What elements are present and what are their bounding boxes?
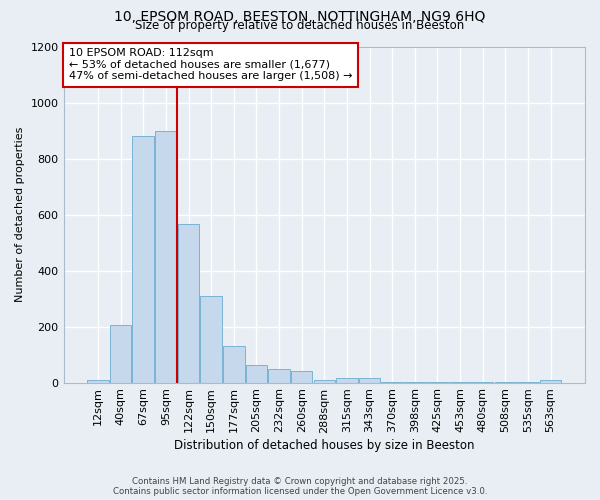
Text: 10, EPSOM ROAD, BEESTON, NOTTINGHAM, NG9 6HQ: 10, EPSOM ROAD, BEESTON, NOTTINGHAM, NG9… <box>115 10 485 24</box>
Bar <box>178 224 199 382</box>
Bar <box>87 380 109 382</box>
Bar <box>314 380 335 382</box>
X-axis label: Distribution of detached houses by size in Beeston: Distribution of detached houses by size … <box>174 440 475 452</box>
Text: 10 EPSOM ROAD: 112sqm
← 53% of detached houses are smaller (1,677)
47% of semi-d: 10 EPSOM ROAD: 112sqm ← 53% of detached … <box>69 48 352 82</box>
Text: Size of property relative to detached houses in Beeston: Size of property relative to detached ho… <box>136 18 464 32</box>
Y-axis label: Number of detached properties: Number of detached properties <box>15 127 25 302</box>
Bar <box>291 371 313 382</box>
Bar <box>133 136 154 382</box>
Bar <box>110 325 131 382</box>
Bar <box>223 346 245 383</box>
Bar <box>336 378 358 382</box>
Bar <box>268 370 290 382</box>
Bar <box>359 378 380 382</box>
Bar <box>540 380 561 382</box>
Text: Contains HM Land Registry data © Crown copyright and database right 2025.
Contai: Contains HM Land Registry data © Crown c… <box>113 476 487 496</box>
Bar <box>200 296 222 382</box>
Bar <box>245 365 267 382</box>
Bar <box>155 130 176 382</box>
